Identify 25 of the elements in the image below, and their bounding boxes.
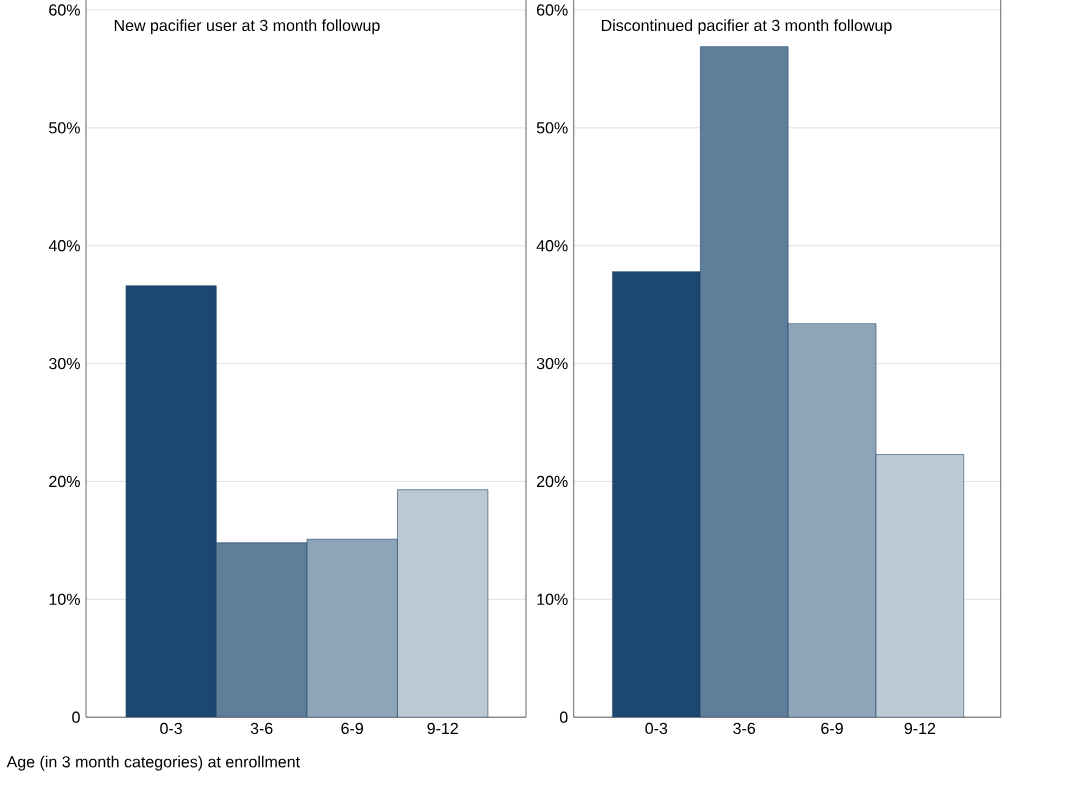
y-tick-label: 50% xyxy=(49,122,80,134)
y-tick-label: 30% xyxy=(49,357,80,370)
text: Discontinued pacifier at 3 month followup xyxy=(601,19,892,35)
y-tick-label: 20% xyxy=(49,475,80,488)
x-tick-label: 3-6 xyxy=(733,722,756,735)
x-tick-label: 9-12 xyxy=(904,722,936,735)
y-tick-label: 0 xyxy=(559,711,568,723)
y-tick-label: 10% xyxy=(49,593,80,605)
y-tick-label: 60% xyxy=(49,4,80,16)
x-tick-label: 6-9 xyxy=(341,722,363,735)
x-tick-label: 3-6 xyxy=(250,722,273,735)
x-tick-label: 0-3 xyxy=(160,722,182,735)
x-tick-label: 6-9 xyxy=(821,722,843,735)
text: New pacifier user at 3 month followup xyxy=(114,19,380,35)
y-tick-label: 10% xyxy=(537,593,568,605)
x-axis-title: Age (in 3 month categories) at enrollment xyxy=(6,755,300,771)
x-tick-label: 0-3 xyxy=(645,722,668,735)
y-tick-label: 30% xyxy=(536,357,568,370)
y-tick-label: 40% xyxy=(536,240,568,252)
y-tick-label: 40% xyxy=(48,240,80,252)
x-tick-label: 9-12 xyxy=(427,722,458,735)
y-tick-label: 60% xyxy=(536,4,568,16)
y-tick-label: 0 xyxy=(72,711,80,723)
y-tick-label: 20% xyxy=(536,475,568,488)
y-tick-label: 50% xyxy=(536,122,568,134)
